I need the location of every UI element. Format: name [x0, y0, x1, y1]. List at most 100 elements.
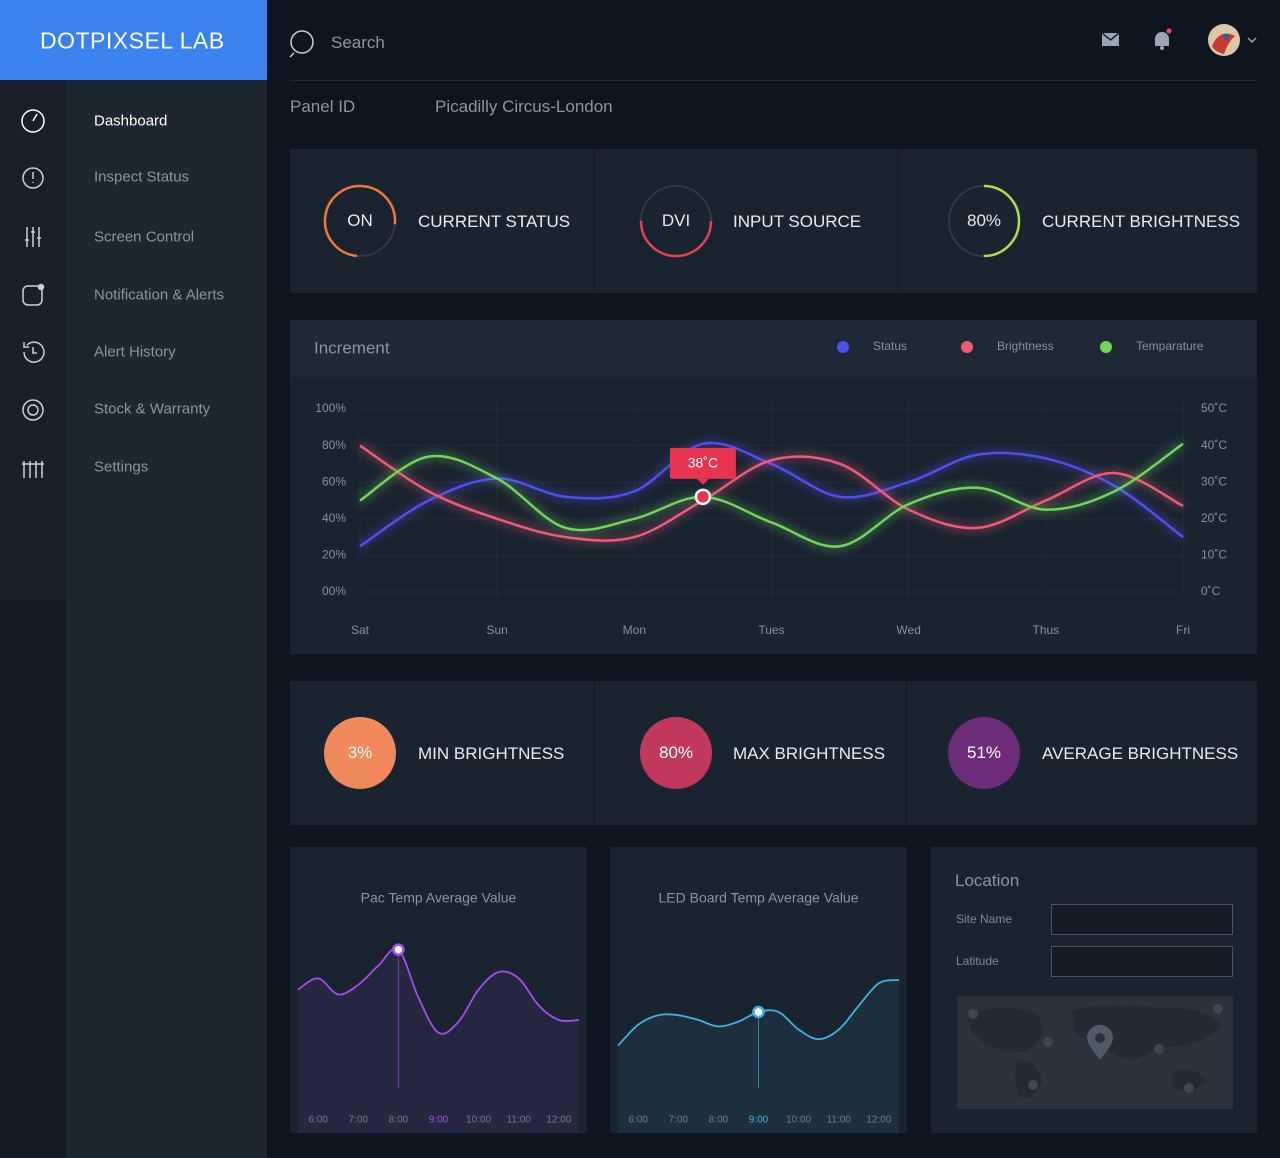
nav-icons [21, 109, 45, 478]
ring [639, 184, 713, 258]
status-label: CURRENT STATUS [418, 212, 571, 231]
y2-tick-label: 40˚C [1201, 438, 1227, 452]
x-tick-label: 6:00 [628, 1115, 648, 1126]
separator [897, 149, 898, 293]
x-tick-label: 6:00 [308, 1115, 328, 1126]
x-tick-label: Thus [1032, 623, 1059, 637]
x-tick-label: Sat [351, 623, 370, 637]
highlight-point [392, 943, 405, 956]
status-label: CURRENT BRIGHTNESS [1042, 212, 1241, 231]
icon-rail [0, 80, 66, 600]
field-label: Latitude [956, 954, 999, 968]
header-icons [1101, 24, 1257, 56]
field-label: Site Name [956, 912, 1013, 926]
search-input[interactable]: Search [331, 33, 385, 52]
separator [906, 681, 907, 825]
series-line [359, 444, 1184, 542]
mail-icon[interactable] [1101, 32, 1120, 46]
icon-history[interactable] [23, 341, 45, 363]
led-temp-chart: LED Board Temp Average Value 6:00 7:00 8:00… [610, 847, 907, 1133]
nav-item[interactable]: Screen Control [94, 228, 195, 246]
nav-item[interactable]: Stock & Warranty [94, 400, 211, 418]
stat-value: 80% [658, 743, 694, 762]
status-value: ON [347, 211, 373, 230]
y-tick-label: 100% [315, 401, 346, 415]
panel-label: Panel ID [290, 97, 356, 116]
chart-title: Pac Temp Average Value [361, 890, 517, 906]
location-title: Location [955, 871, 1020, 890]
legend-swatch [961, 341, 973, 353]
x-tick-label: 7:00 [348, 1115, 368, 1126]
nav-item[interactable]: Settings [94, 458, 149, 476]
increment-chart: Increment Sat Sun Mon Tues Wed Thus Fri 100% 80%… [290, 320, 1257, 654]
legend-label: Status [873, 339, 907, 353]
x-tick-label: 12:00 [866, 1115, 891, 1126]
icon-inspect[interactable] [22, 167, 44, 189]
y-tick-label: 20% [322, 548, 346, 562]
search-icon[interactable] [285, 25, 325, 65]
icon-settings[interactable] [22, 461, 44, 478]
icon-dashboard[interactable] [21, 109, 45, 133]
x-tick-label: 8:00 [709, 1115, 729, 1126]
highlight-point [752, 1005, 765, 1019]
divider [290, 80, 1257, 81]
x-tick-label: 8:00 [389, 1115, 409, 1126]
chart-title: Increment [314, 338, 390, 357]
separator [594, 681, 595, 825]
status-value: DVI [661, 211, 691, 230]
panel-value: Picadilly Circus-London [435, 97, 613, 116]
y2-tick-label: 30˚C [1201, 474, 1227, 488]
x-tick-label: 9:00 [429, 1115, 449, 1126]
icon-screen[interactable] [25, 227, 41, 247]
avatar[interactable] [1208, 24, 1240, 56]
stat-value: 3% [347, 743, 373, 762]
ring [947, 184, 1021, 258]
nav-item[interactable]: Notification & Alerts [94, 286, 225, 304]
x-tick-label: 7:00 [668, 1115, 688, 1126]
icon-notification[interactable] [22, 283, 45, 306]
x-tick-label: Wed [896, 623, 920, 637]
stat-value: 51% [966, 743, 1002, 762]
tooltip-box [669, 447, 736, 479]
map[interactable] [957, 996, 1233, 1109]
stat-label: MIN BRIGHTNESS [418, 744, 565, 763]
nav-item[interactable]: Inspect Status [94, 168, 190, 186]
nav-item[interactable]: Dashboard [94, 112, 168, 130]
nav-item[interactable]: Alert History [94, 343, 176, 361]
y2-tick-label: 50˚C [1201, 401, 1227, 415]
chevron[interactable] [1247, 37, 1257, 44]
stat-circle [640, 717, 712, 789]
tooltip-tail [696, 478, 709, 485]
x-tick-label: Fri [1176, 623, 1190, 637]
series-line [359, 442, 1184, 548]
icon-stock[interactable] [22, 399, 44, 421]
y2-tick-label: 10˚C [1201, 548, 1227, 562]
brightness-row [290, 681, 1257, 825]
legend-swatch [1100, 341, 1112, 353]
nav-panel [66, 80, 267, 1158]
y-tick-label: 80% [322, 438, 346, 452]
chart-header [290, 320, 1257, 377]
x-tick-label: 11:00 [507, 1115, 532, 1126]
highlight-point [694, 488, 712, 506]
x-tick-label: 10:00 [786, 1115, 811, 1126]
x-tick-label: 12:00 [546, 1115, 571, 1126]
brand-box [0, 0, 267, 80]
status-label: INPUT SOURCE [733, 212, 862, 231]
x-tick-label: 9:00 [749, 1115, 769, 1126]
site-name-input[interactable] [1051, 904, 1233, 935]
legend-swatch [837, 341, 849, 353]
x-tick-label: Tues [758, 623, 784, 637]
legend-label: Temparature [1136, 339, 1204, 353]
latitude-input[interactable] [1051, 946, 1233, 977]
chart-title: LED Board Temp Average Value [658, 890, 858, 906]
pac-temp-chart: Pac Temp Average Value 6:00 7:00 8:00 9:00 10… [290, 847, 587, 1133]
y2-tick-label: 20˚C [1201, 511, 1227, 525]
y-tick-label: 60% [322, 474, 346, 488]
x-tick-label: 10:00 [466, 1115, 491, 1126]
area [298, 948, 579, 1133]
icon-rail-bottom [0, 600, 66, 1158]
bell-icon[interactable] [1155, 28, 1172, 51]
brand[interactable]: DOTPIXSEL LAB [40, 27, 225, 54]
